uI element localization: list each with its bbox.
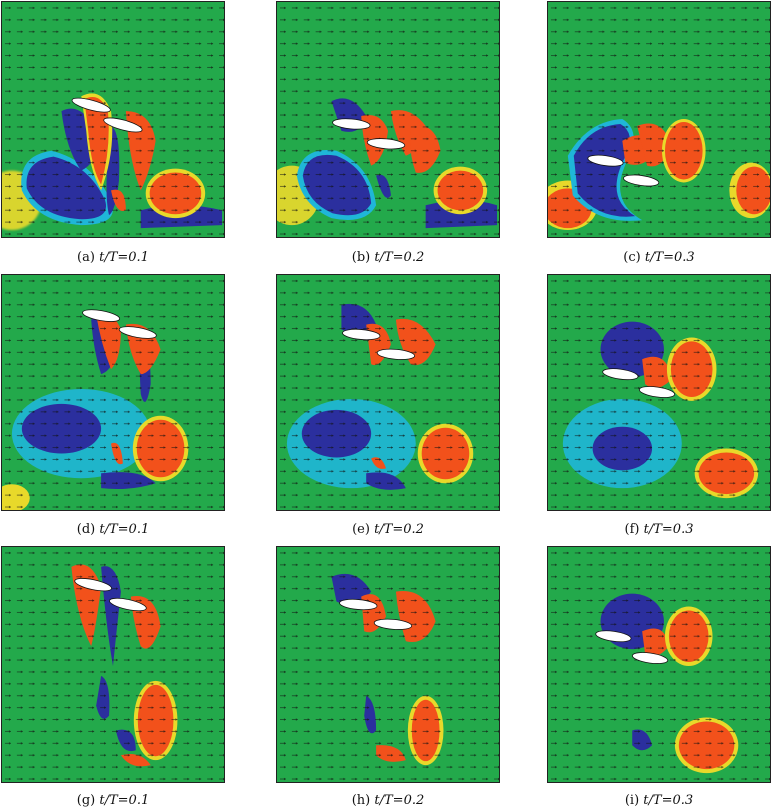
vorticity-field-h	[277, 547, 499, 782]
caption-b: (b) t/T=0.2	[351, 250, 425, 265]
vorticity-panel-d	[1, 274, 225, 511]
vorticity-field-f	[548, 275, 770, 510]
vorticity-panel-c	[547, 1, 771, 238]
caption-h: (h) t/T=0.2	[351, 793, 425, 808]
vorticity-panel-b	[276, 1, 500, 238]
vorticity-panel-e	[276, 274, 500, 511]
caption-g: (g) t/T=0.1	[76, 793, 150, 808]
caption-d: (d) t/T=0.1	[76, 522, 150, 537]
vorticity-field-e	[277, 275, 499, 510]
vorticity-panel-i	[547, 546, 771, 783]
vorticity-field-d	[2, 275, 224, 510]
vorticity-field-i	[548, 547, 770, 782]
foil-lower	[103, 117, 143, 133]
caption-a: (a) t/T=0.1	[77, 250, 149, 265]
vorticity-field-c	[548, 2, 770, 237]
vorticity-panel-a	[1, 1, 225, 238]
vorticity-field-b	[277, 2, 499, 237]
caption-f: (f) t/T=0.3	[624, 522, 694, 537]
caption-c: (c) t/T=0.3	[623, 250, 695, 265]
caption-i: (i) t/T=0.3	[624, 793, 694, 808]
vorticity-field-g	[2, 547, 224, 782]
vorticity-panel-g	[1, 546, 225, 783]
caption-e: (e) t/T=0.2	[352, 522, 424, 537]
vorticity-field-a	[2, 2, 224, 237]
vorticity-panel-h	[276, 546, 500, 783]
foil-upper	[71, 97, 111, 113]
vorticity-panel-f	[547, 274, 771, 511]
